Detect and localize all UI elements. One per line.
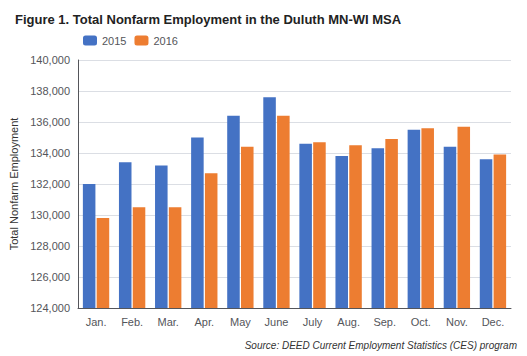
- svg-text:Dec.: Dec.: [482, 316, 505, 328]
- svg-text:Total Nonfarm Employment: Total Nonfarm Employment: [8, 118, 20, 251]
- svg-text:Nov.: Nov.: [446, 316, 468, 328]
- svg-text:132,000: 132,000: [30, 178, 70, 190]
- svg-text:May: May: [230, 316, 251, 328]
- svg-text:140,000: 140,000: [30, 54, 70, 66]
- svg-text:128,000: 128,000: [30, 240, 70, 252]
- svg-text:Figure 1. Total Nonfarm Employ: Figure 1. Total Nonfarm Employment in th…: [15, 12, 402, 27]
- svg-text:Oct.: Oct.: [411, 316, 431, 328]
- svg-text:2015: 2015: [102, 35, 126, 47]
- svg-text:Apr.: Apr.: [195, 316, 215, 328]
- svg-text:126,000: 126,000: [30, 271, 70, 283]
- svg-text:124,000: 124,000: [30, 302, 70, 314]
- svg-text:Sep.: Sep.: [373, 316, 396, 328]
- svg-text:Aug.: Aug.: [337, 316, 360, 328]
- svg-text:130,000: 130,000: [30, 209, 70, 221]
- svg-text:June: June: [265, 316, 289, 328]
- svg-text:Feb.: Feb.: [121, 316, 143, 328]
- svg-text:Jan.: Jan.: [86, 316, 107, 328]
- svg-text:Source: DEED Current Employmen: Source: DEED Current Employment Statisti…: [245, 340, 517, 351]
- svg-text:July: July: [303, 316, 323, 328]
- svg-text:134,000: 134,000: [30, 147, 70, 159]
- svg-text:138,000: 138,000: [30, 85, 70, 97]
- svg-text:136,000: 136,000: [30, 116, 70, 128]
- svg-text:Mar.: Mar.: [158, 316, 179, 328]
- svg-text:2016: 2016: [153, 35, 177, 47]
